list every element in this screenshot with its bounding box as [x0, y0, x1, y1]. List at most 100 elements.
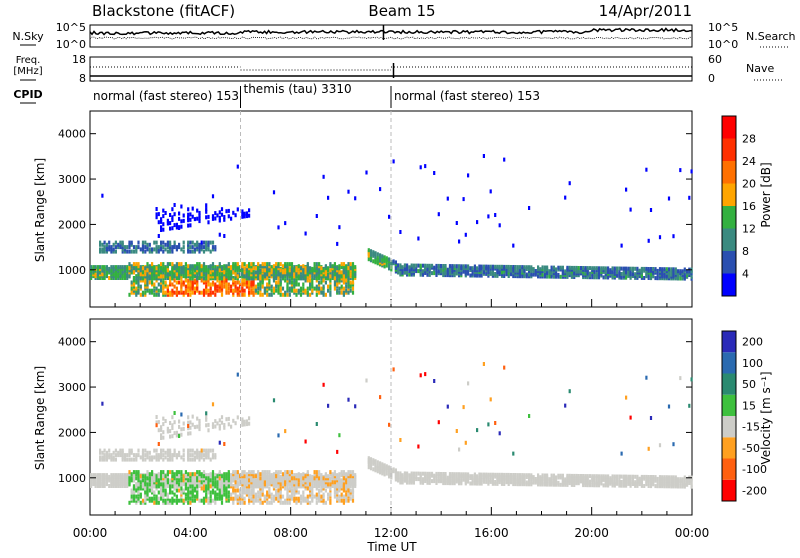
velocity-cell — [189, 472, 191, 476]
power-cell — [216, 213, 218, 217]
velocity-cell — [212, 470, 214, 474]
power-cell — [460, 272, 462, 276]
velocity-cell — [171, 423, 173, 427]
power-cell — [158, 283, 160, 287]
velocity-cell — [510, 473, 512, 477]
velocity-cell — [228, 499, 230, 503]
velocity-cell — [603, 474, 605, 478]
power-cell — [388, 215, 390, 219]
power-cell — [668, 267, 670, 271]
velocity-cell — [298, 472, 300, 476]
power-cell — [492, 272, 494, 276]
power-cell — [198, 268, 200, 272]
velocity-cell — [158, 472, 160, 476]
power-cell — [463, 264, 465, 268]
velocity-cell — [183, 474, 185, 478]
velocity-cell — [298, 497, 300, 501]
velocity-cell — [388, 474, 390, 478]
velocity-cell — [264, 480, 266, 484]
power-cell — [214, 245, 216, 249]
velocity-cell — [370, 457, 372, 461]
power-cell — [174, 291, 176, 295]
velocity-cell — [277, 484, 279, 488]
power-cell — [291, 281, 293, 285]
power-cell — [632, 272, 634, 276]
velocity-cell — [178, 420, 180, 424]
power-cell — [280, 279, 282, 283]
velocity-cell — [225, 417, 227, 421]
power-cell — [485, 272, 487, 276]
power-cell — [562, 266, 564, 270]
velocity-cell — [314, 470, 316, 474]
power-cell — [514, 265, 516, 269]
power-cell — [135, 262, 137, 266]
power-cell — [546, 266, 548, 270]
power-cell — [350, 289, 352, 293]
power-cell — [544, 275, 546, 279]
power-cell — [241, 262, 243, 266]
velocity-cell — [259, 501, 261, 505]
velocity-cell — [485, 473, 487, 477]
velocity-cell — [216, 421, 218, 425]
velocity-cell — [203, 453, 205, 457]
power-cell — [133, 250, 135, 254]
power-cell — [298, 289, 300, 293]
power-cell — [228, 214, 230, 218]
velocity-cell — [262, 470, 264, 474]
velocity-cell — [327, 474, 329, 478]
velocity-cell — [178, 482, 180, 486]
velocity-cell — [494, 473, 496, 477]
power-cell — [216, 266, 218, 270]
velocity-cell — [228, 422, 230, 426]
velocity-cell — [151, 489, 153, 493]
velocity-cell — [133, 453, 135, 457]
velocity-cell — [235, 421, 237, 425]
velocity-cell — [108, 484, 110, 488]
power-cell — [277, 276, 279, 280]
velocity-cell — [95, 480, 97, 484]
power-cell — [158, 220, 160, 224]
power-cell — [160, 274, 162, 278]
power-cell — [343, 262, 345, 266]
power-cell — [228, 283, 230, 287]
power-cell — [566, 266, 568, 270]
velocity-cell — [320, 489, 322, 493]
velocity-cell — [266, 470, 268, 474]
power-cell — [110, 269, 112, 273]
power-cell — [323, 175, 325, 179]
power-cell — [228, 262, 230, 266]
velocity-cell — [228, 484, 230, 488]
power-cell — [259, 274, 261, 278]
velocity-cell — [291, 470, 293, 474]
velocity-cell — [293, 487, 295, 491]
velocity-cell — [578, 474, 580, 478]
velocity-cell — [158, 420, 160, 424]
velocity-cell — [216, 480, 218, 484]
velocity-cell — [207, 497, 209, 501]
velocity-cell — [126, 473, 128, 477]
power-cell — [119, 241, 121, 245]
velocity-cell — [338, 499, 340, 503]
power-cell — [316, 214, 318, 218]
power-cell — [338, 225, 340, 229]
power-cell — [158, 289, 160, 293]
velocity-cell — [318, 489, 320, 493]
velocity-cell — [295, 480, 297, 484]
velocity-cell — [237, 495, 239, 499]
velocity-cell — [474, 482, 476, 486]
power-cell — [140, 276, 142, 280]
power-cell — [397, 263, 399, 267]
power-cell — [198, 291, 200, 295]
power-cell — [180, 283, 182, 287]
velocity-cell — [483, 362, 485, 366]
power-cell — [289, 262, 291, 266]
velocity-cell — [162, 474, 164, 478]
power-cell — [117, 243, 119, 247]
power-cell — [119, 271, 121, 275]
velocity-cell — [237, 470, 239, 474]
velocity-cell — [289, 487, 291, 491]
velocity-cell — [90, 473, 92, 477]
power-cell — [133, 276, 135, 280]
power-cell — [277, 262, 279, 266]
velocity-cell — [174, 431, 176, 435]
